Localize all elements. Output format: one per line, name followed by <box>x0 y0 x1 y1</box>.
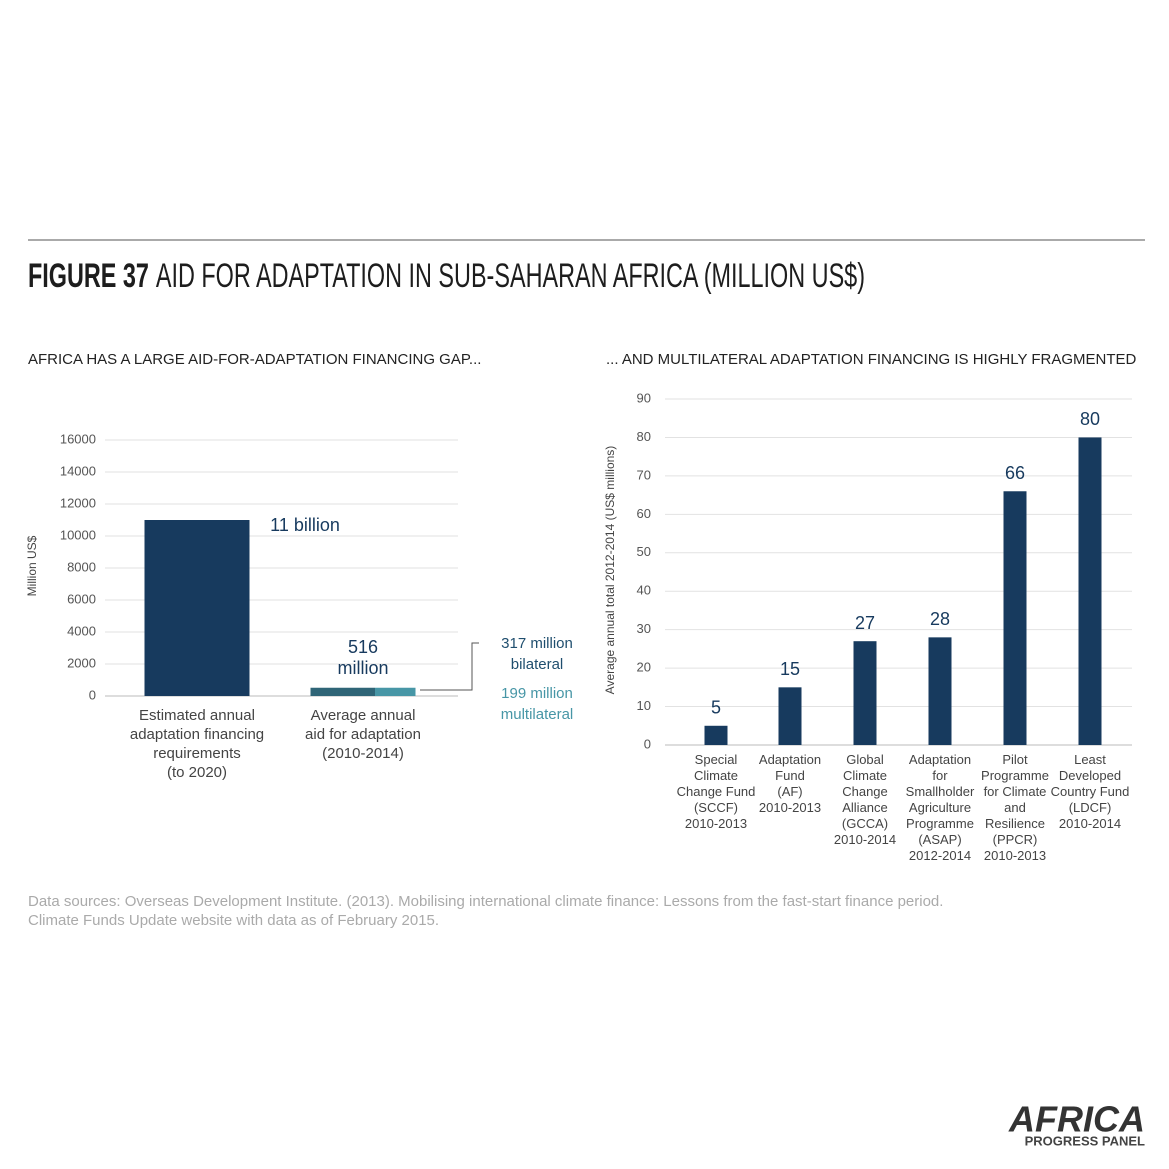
x-tick-label: Average annual aid for adaptation (2010-20… <box>305 707 421 762</box>
y-tick-label: 4000 <box>67 623 96 638</box>
bar <box>778 687 802 745</box>
x-tick-label: Least Developed Country Fund (LDCF) 2010-201… <box>1051 752 1130 831</box>
y-tick-label: 0 <box>89 687 96 702</box>
bar <box>928 637 952 745</box>
bar <box>1003 491 1027 745</box>
bar-segment <box>310 687 376 696</box>
y-tick-label: 30 <box>637 621 651 636</box>
y-tick-label: 40 <box>637 583 651 598</box>
y-tick-label: 12000 <box>60 495 96 510</box>
segment-label: 317 million bilateral <box>501 635 573 673</box>
y-tick-label: 2000 <box>67 655 96 670</box>
value-label: 80 <box>1080 409 1100 429</box>
x-tick-label: Global Climate Change Alliance (GCCA) 2010-20… <box>834 752 896 847</box>
bar-segment <box>375 687 416 696</box>
y-tick-label: 6000 <box>67 591 96 606</box>
bar <box>144 520 250 696</box>
y-tick-label: 0 <box>644 736 651 751</box>
x-tick-label: Adaptation for Smallholder Agriculture Progr… <box>906 752 975 863</box>
value-label: 11 billion <box>270 515 340 535</box>
y-tick-label: 50 <box>637 544 651 559</box>
bar <box>1078 437 1102 745</box>
value-label: 28 <box>930 609 950 629</box>
x-tick-label: Adaptation Fund (AF) 2010-2013 <box>759 752 821 815</box>
y-axis-label: Million US$ <box>25 535 39 596</box>
y-tick-label: 14000 <box>60 463 96 478</box>
y-tick-label: 20 <box>637 660 651 675</box>
value-label: 5 <box>711 698 721 718</box>
x-tick-label: Special Climate Change Fund (SCCF) 2010-2013 <box>677 752 756 831</box>
value-label: 516 million <box>337 637 388 678</box>
y-tick-label: 8000 <box>67 559 96 574</box>
bar <box>853 641 877 745</box>
source-note: Data sources: Overseas Development Insti… <box>28 893 943 929</box>
y-tick-label: 90 <box>637 390 651 405</box>
logo-sub: PROGRESS PANEL <box>1025 1133 1145 1148</box>
split-bracket <box>420 642 479 691</box>
chart-subtitle: ... AND MULTILATERAL ADAPTATION FINANCIN… <box>606 351 1137 368</box>
y-tick-label: 70 <box>637 467 651 482</box>
y-tick-label: 60 <box>637 506 651 521</box>
y-tick-label: 10000 <box>60 527 96 542</box>
y-tick-label: 80 <box>637 429 651 444</box>
value-label: 15 <box>780 659 800 679</box>
bar <box>704 725 728 745</box>
y-tick-label: 16000 <box>60 431 96 446</box>
y-axis-label: Average annual total 2012-2014 (US$ mill… <box>603 446 617 695</box>
figure-number: FIGURE 37 <box>28 257 149 295</box>
figure-title: FIGURE 37AID FOR ADAPTATION IN SUB-SAHAR… <box>28 257 865 295</box>
segment-label: 199 million multilateral <box>501 685 574 723</box>
value-label: 27 <box>855 613 875 633</box>
chart-subtitle: AFRICA HAS A LARGE AID-FOR-ADAPTATION FI… <box>28 351 481 368</box>
logo-main: AFRICA <box>1008 1099 1145 1140</box>
y-tick-label: 10 <box>637 698 651 713</box>
x-tick-label: Estimated annual adaptation financing requ… <box>130 707 264 781</box>
title-text: AID FOR ADAPTATION IN SUB-SAHARAN AFRICA… <box>156 257 865 295</box>
x-tick-label: Pilot Programme for Climate and Resilience (P… <box>981 752 1049 863</box>
value-label: 66 <box>1005 463 1025 483</box>
